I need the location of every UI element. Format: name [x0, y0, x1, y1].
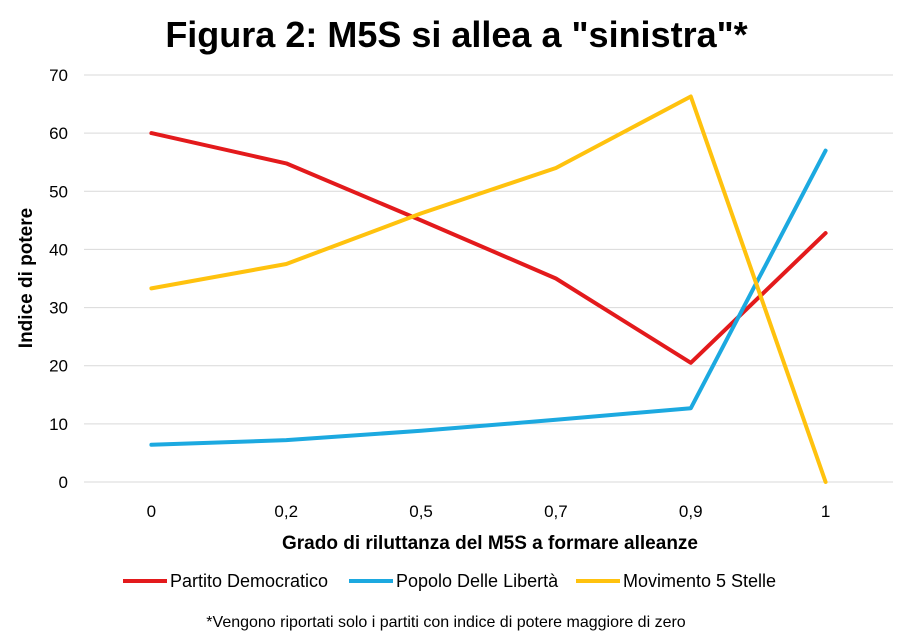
- y-tick-label: 0: [59, 473, 68, 492]
- y-tick-label: 70: [49, 66, 68, 85]
- y-tick-label: 60: [49, 124, 68, 143]
- x-tick-label: 0,2: [274, 502, 298, 521]
- y-tick-label: 40: [49, 240, 68, 259]
- x-tick-label: 0: [147, 502, 156, 521]
- series-lines: [149, 94, 828, 484]
- x-tick-label: 1: [821, 502, 830, 521]
- legend-label: Partito Democratico: [170, 571, 328, 591]
- x-tick-label: 0,7: [544, 502, 568, 521]
- legend-item: Partito Democratico: [123, 571, 328, 591]
- x-tick-label: 0,9: [679, 502, 703, 521]
- x-tick-label: 0,5: [409, 502, 433, 521]
- y-tick-label: 20: [49, 357, 68, 376]
- series-line-3: [149, 94, 828, 484]
- series-line-1: [149, 131, 828, 365]
- footnote: *Vengono riportati solo i partiti con in…: [206, 614, 685, 631]
- legend-label: Popolo Delle Libertà: [396, 571, 559, 591]
- y-axis-title: Indice di potere: [16, 208, 37, 348]
- y-tick-labels: 0 10 20 30 40 50 60 70: [49, 66, 68, 492]
- legend-label: Movimento 5 Stelle: [623, 571, 776, 591]
- y-tick-label: 30: [49, 299, 68, 318]
- legend-item: Movimento 5 Stelle: [576, 571, 776, 591]
- y-tick-label: 50: [49, 182, 68, 201]
- series-line-2: [149, 148, 828, 447]
- legend: Partito Democratico Popolo Delle Libertà M…: [123, 571, 776, 591]
- x-axis-title: Grado di riluttanza del M5S a formare al…: [282, 533, 698, 554]
- gridlines: [84, 74, 893, 425]
- legend-item: Popolo Delle Libertà: [349, 571, 559, 591]
- y-tick-label: 10: [49, 415, 68, 434]
- chart-title: Figura 2: M5S si allea a "sinistra"*: [165, 14, 748, 55]
- x-tick-labels: 0 0,2 0,5 0,7 0,9 1: [147, 502, 831, 521]
